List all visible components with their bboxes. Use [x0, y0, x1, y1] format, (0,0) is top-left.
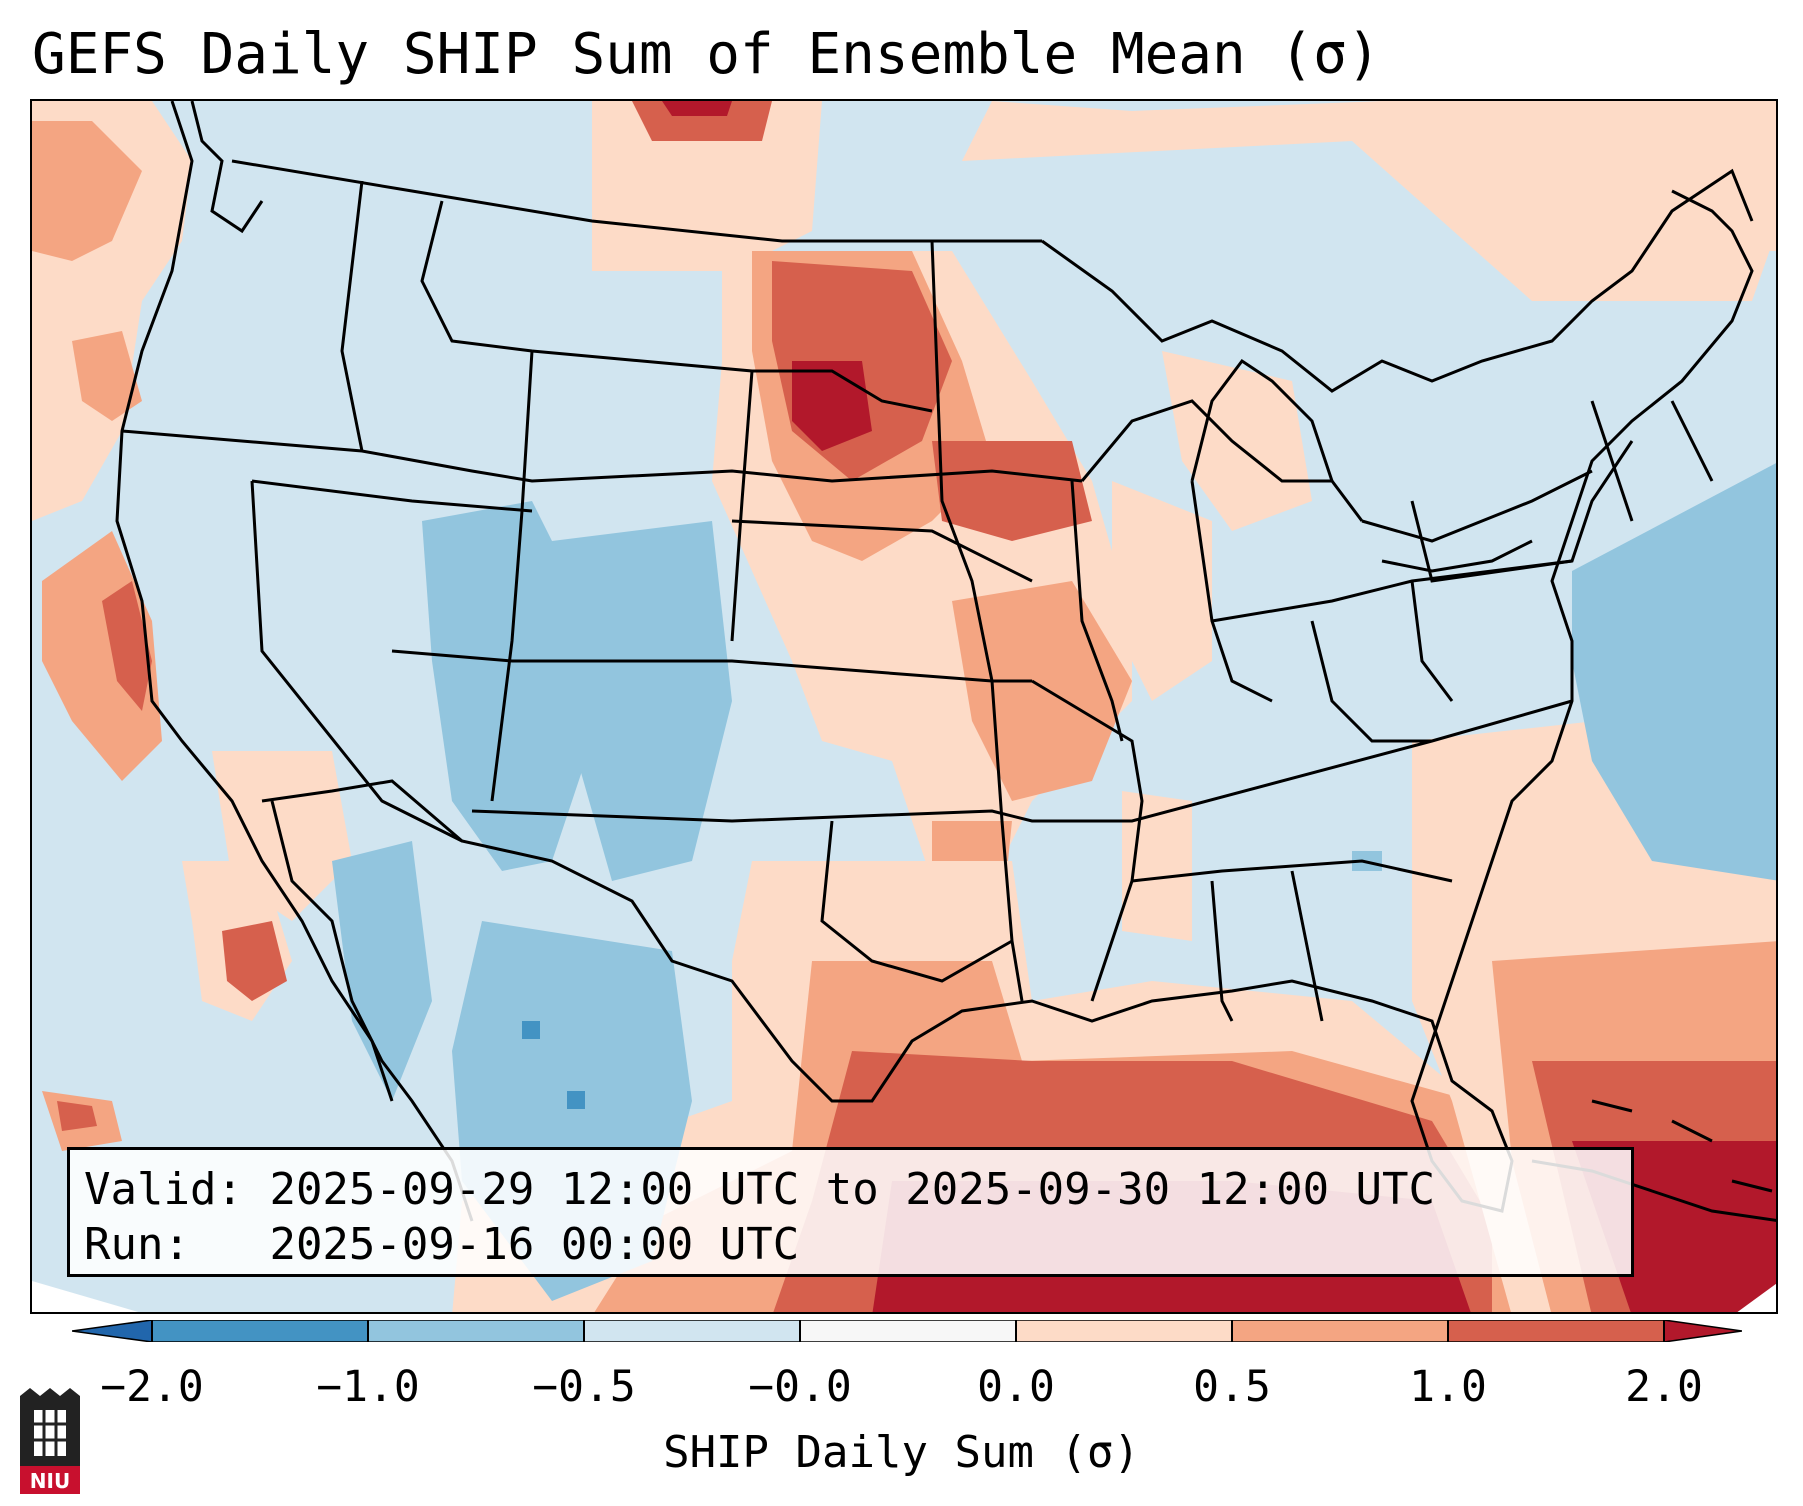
colorbar-bin-4 — [1016, 1320, 1232, 1342]
valid-row: Valid: 2025-09-29 12:00 UTC to 2025-09-3… — [84, 1162, 1631, 1217]
chart-title: GEFS Daily SHIP Sum of Ensemble Mean (σ) — [32, 22, 1381, 87]
colorbar-tick-label: 0.5 — [1193, 1362, 1271, 1412]
colorbar-bin-6 — [1448, 1320, 1664, 1342]
run-value: 2025-09-16 00:00 UTC — [269, 1219, 799, 1270]
colorbar-tick-label: −0.5 — [532, 1362, 636, 1412]
map-panel — [30, 99, 1778, 1314]
colorbar-tick-label: 2.0 — [1625, 1362, 1703, 1412]
logo-text: NIU — [30, 1469, 70, 1493]
valid-label: Valid: — [84, 1164, 243, 1215]
colorbar — [72, 1320, 1742, 1342]
info-box: Valid: 2025-09-29 12:00 UTC to 2025-09-3… — [67, 1147, 1634, 1277]
colorbar-over-triangle — [1664, 1320, 1742, 1342]
run-row: Run: 2025-09-16 00:00 UTC — [84, 1217, 1631, 1272]
colorbar-bin-1 — [368, 1320, 584, 1342]
colorbar-tick-label: −2.0 — [100, 1362, 204, 1412]
colorbar-bin-3 — [800, 1320, 1016, 1342]
colorbar-bin-0 — [152, 1320, 368, 1342]
colorbar-bin-2 — [584, 1320, 800, 1342]
colorbar-tick-label: 1.0 — [1409, 1362, 1487, 1412]
colorbar-tick-label: 0.0 — [977, 1362, 1055, 1412]
run-label: Run: — [84, 1219, 190, 1270]
niu-logo-icon: NIU — [20, 1388, 80, 1494]
colorbar-under-triangle — [72, 1320, 152, 1342]
colorbar-bin-5 — [1232, 1320, 1448, 1342]
valid-value: 2025-09-29 12:00 UTC to 2025-09-30 12:00… — [269, 1164, 1435, 1215]
colorbar-label: SHIP Daily Sum (σ) — [0, 1427, 1803, 1478]
map-canvas — [32, 101, 1778, 1314]
colorbar-tick-label: −0.0 — [748, 1362, 852, 1412]
colorbar-tick-label: −1.0 — [316, 1362, 420, 1412]
